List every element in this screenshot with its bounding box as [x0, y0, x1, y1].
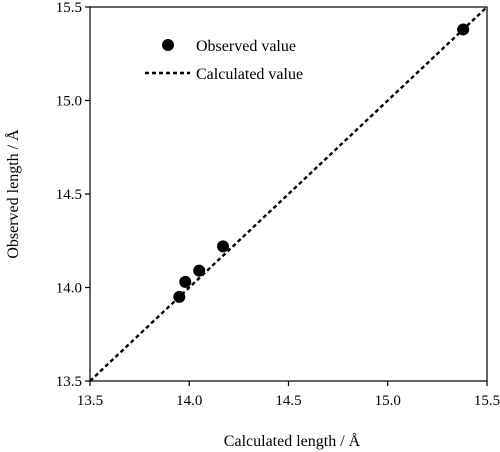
legend-observed-label: Observed value	[196, 38, 296, 55]
x-axis-ticks	[89, 381, 488, 386]
x-tick-label: 13.5	[77, 393, 103, 409]
x-tick-label: 14.0	[176, 393, 202, 409]
observed-point	[193, 264, 206, 277]
y-axis-title: Observed length / Å	[4, 129, 22, 259]
legend-calculated-label: Calculated value	[196, 66, 303, 83]
y-tick-label: 13.5	[56, 374, 82, 390]
observed-value-points	[173, 23, 470, 303]
observed-point	[216, 240, 229, 253]
y-axis-ticks	[85, 6, 90, 382]
x-tick-label: 15.5	[474, 393, 500, 409]
y-tick-label: 14.5	[56, 187, 82, 203]
y-tick-label: 15.5	[56, 0, 82, 16]
x-tick-label: 14.5	[275, 393, 301, 409]
legend-observed-marker	[162, 39, 174, 51]
legend: Observed value Calculated value	[145, 38, 303, 83]
observed-point	[179, 275, 192, 288]
observed-point	[173, 290, 186, 303]
y-tick-label: 15.0	[56, 94, 82, 110]
x-axis-tick-labels: 13.5 14.0 14.5 15.0 15.5	[77, 393, 500, 409]
observed-point	[457, 23, 470, 36]
calculated-value-line	[89, 6, 488, 382]
y-tick-label: 14.0	[56, 281, 82, 297]
x-axis-title: Calculated length / Å	[224, 432, 361, 450]
y-axis-tick-labels: 13.5 14.0 14.5 15.0 15.5	[56, 0, 82, 390]
x-tick-label: 15.0	[375, 393, 401, 409]
